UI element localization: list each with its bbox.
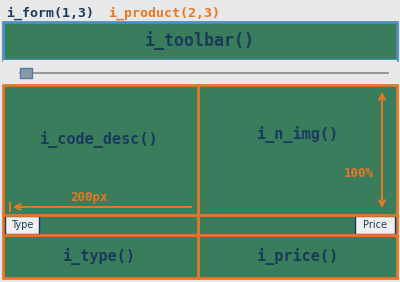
Text: 200px: 200px xyxy=(70,191,108,204)
Text: i_n_img(): i_n_img() xyxy=(256,126,338,143)
Text: Price: Price xyxy=(363,220,387,230)
Text: i_toolbar(): i_toolbar() xyxy=(145,32,255,50)
Bar xyxy=(355,216,395,234)
Bar xyxy=(20,68,32,78)
Bar xyxy=(3,22,397,60)
Text: Type: Type xyxy=(11,220,33,230)
Bar xyxy=(3,60,397,85)
Text: i_type(): i_type() xyxy=(62,248,136,265)
Text: 100%: 100% xyxy=(344,167,374,180)
Text: i_price(): i_price() xyxy=(256,248,338,265)
Bar xyxy=(3,85,397,278)
Text: i_code_desc(): i_code_desc() xyxy=(40,131,158,148)
Bar xyxy=(5,216,39,234)
Text: i_form(1,3): i_form(1,3) xyxy=(6,6,94,20)
Text: i_product(2,3): i_product(2,3) xyxy=(108,6,220,20)
